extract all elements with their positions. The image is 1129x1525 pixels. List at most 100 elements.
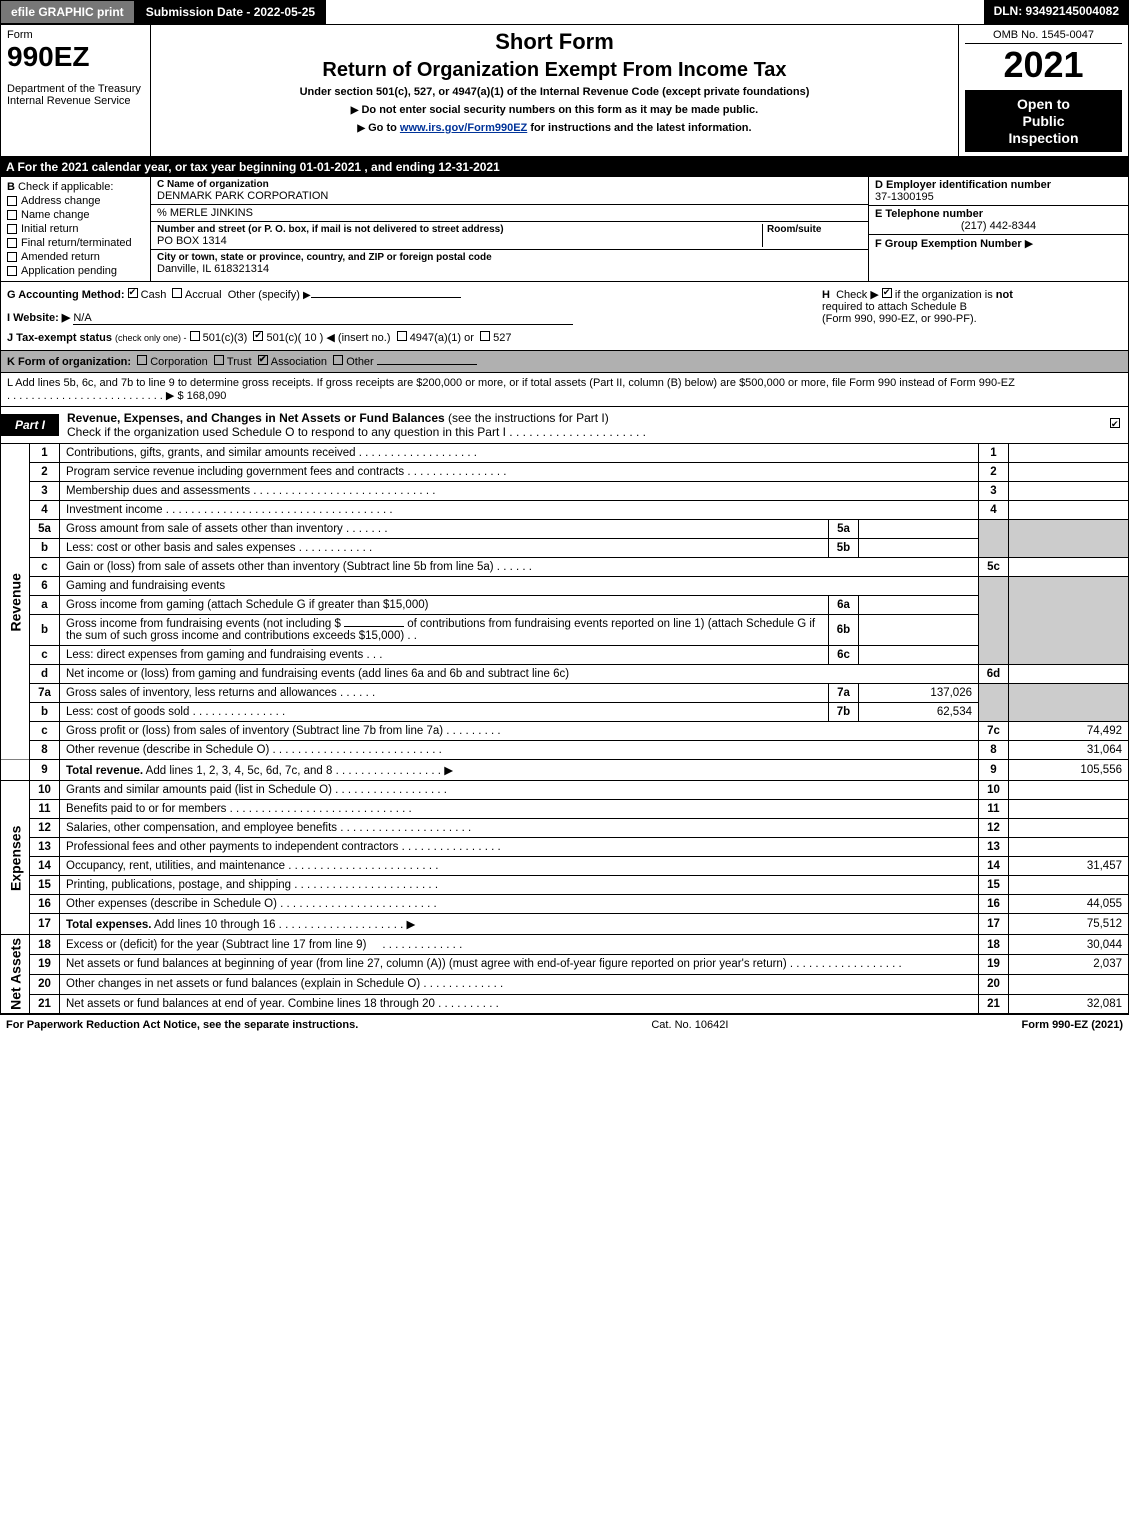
line19-desc: Net assets or fund balances at beginning… — [66, 958, 787, 970]
footer-form-bold: 990-EZ — [1052, 1019, 1088, 1031]
line17-amt: 75,512 — [1009, 914, 1129, 935]
lbl-other-org: Other — [346, 356, 374, 368]
chk-501c3[interactable] — [190, 331, 200, 341]
line6d-no: d — [30, 665, 60, 684]
other-org-input[interactable] — [377, 364, 477, 365]
line7b-desc: Less: cost of goods sold — [66, 706, 189, 718]
line4-rno: 4 — [979, 501, 1009, 520]
h-check-text: Check ▶ — [836, 289, 879, 301]
chk-4947[interactable] — [397, 331, 407, 341]
chk-part1-schedule-o[interactable] — [1110, 418, 1120, 428]
chk-final-return[interactable] — [7, 238, 17, 248]
line19-no: 19 — [30, 955, 60, 975]
line5b-subval — [859, 539, 979, 558]
goto-pre: Go to — [368, 122, 400, 134]
street-value: PO BOX 1314 — [157, 235, 762, 247]
chk-h[interactable] — [882, 288, 892, 298]
line6a-desc: Gross income from gaming (attach Schedul… — [66, 599, 428, 611]
line5a-subval — [859, 520, 979, 539]
line9-desc2: Add lines 1, 2, 3, 4, 5c, 6d, 7c, and 8 — [143, 765, 332, 777]
line4-amt — [1009, 501, 1129, 520]
line2-amt — [1009, 463, 1129, 482]
chk-trust[interactable] — [214, 355, 224, 365]
form-number: 990EZ — [7, 41, 144, 73]
line2-no: 2 — [30, 463, 60, 482]
line10-no: 10 — [30, 781, 60, 800]
chk-527[interactable] — [480, 331, 490, 341]
line5b-subno: 5b — [829, 539, 859, 558]
line13-desc: Professional fees and other payments to … — [66, 841, 398, 853]
chk-name-change[interactable] — [7, 210, 17, 220]
line18-rno: 18 — [979, 935, 1009, 955]
e-phone-value: (217) 442-8344 — [875, 220, 1122, 232]
dept-treasury: Department of the Treasury — [7, 83, 144, 95]
line3-amt — [1009, 482, 1129, 501]
footer-form-post: (2021) — [1088, 1019, 1123, 1031]
irs-link[interactable]: www.irs.gov/Form990EZ — [400, 122, 527, 134]
e-phone-label: E Telephone number — [875, 208, 1122, 220]
k-label: K Form of organization: — [7, 356, 131, 368]
form-header: Form 990EZ Department of the Treasury In… — [0, 24, 1129, 157]
chk-501c[interactable] — [253, 331, 263, 341]
line17-no: 17 — [30, 914, 60, 935]
line1-no: 1 — [30, 444, 60, 463]
city-label: City or town, state or province, country… — [157, 252, 862, 263]
line6c-desc: Less: direct expenses from gaming and fu… — [66, 649, 363, 661]
line5c-rno: 5c — [979, 558, 1009, 577]
lbl-initial-return: Initial return — [21, 223, 78, 235]
line7a-subno: 7a — [829, 684, 859, 703]
lbl-corporation: Corporation — [150, 356, 207, 368]
chk-amended-return[interactable] — [7, 252, 17, 262]
other-specify-input[interactable] — [311, 297, 461, 298]
line10-desc: Grants and similar amounts paid (list in… — [66, 784, 332, 796]
line14-no: 14 — [30, 857, 60, 876]
website-value: N/A — [73, 312, 573, 325]
line5c-desc: Gain or (loss) from sale of assets other… — [66, 561, 494, 573]
line1-desc: Contributions, gifts, grants, and simila… — [66, 447, 356, 459]
chk-cash[interactable] — [128, 288, 138, 298]
line7c-amt: 74,492 — [1009, 722, 1129, 741]
chk-initial-return[interactable] — [7, 224, 17, 234]
b-label: B — [7, 181, 15, 193]
line5a-subno: 5a — [829, 520, 859, 539]
d-ein-label: D Employer identification number — [875, 179, 1122, 191]
line6b-subno: 6b — [829, 615, 859, 646]
chk-address-change[interactable] — [7, 196, 17, 206]
line6c-subno: 6c — [829, 646, 859, 665]
chk-corporation[interactable] — [137, 355, 147, 365]
line17-rno: 17 — [979, 914, 1009, 935]
chk-application-pending[interactable] — [7, 266, 17, 276]
row-g-h: G Accounting Method: Cash Accrual Other … — [0, 282, 1129, 351]
d-ein-value: 37-1300195 — [875, 191, 1122, 203]
lbl-501c3: 501(c)(3) — [203, 332, 248, 344]
line7a-desc: Gross sales of inventory, less returns a… — [66, 687, 337, 699]
line4-no: 4 — [30, 501, 60, 520]
i-website-label: I Website: ▶ — [7, 312, 70, 324]
line9-desc: Total revenue. — [66, 765, 143, 777]
line12-no: 12 — [30, 819, 60, 838]
line9-rno: 9 — [979, 760, 1009, 781]
footer-cat-no: Cat. No. 10642I — [358, 1019, 1021, 1031]
line8-no: 8 — [30, 741, 60, 760]
line9-amt: 105,556 — [1009, 760, 1129, 781]
efile-print-button[interactable]: efile GRAPHIC print — [0, 0, 135, 24]
line6b-blank[interactable] — [344, 626, 404, 627]
page-footer: For Paperwork Reduction Act Notice, see … — [0, 1014, 1129, 1035]
lbl-527: 527 — [493, 332, 511, 344]
l-text: L Add lines 5b, 6c, and 7b to line 9 to … — [7, 377, 1015, 389]
line11-no: 11 — [30, 800, 60, 819]
chk-accrual[interactable] — [172, 288, 182, 298]
line10-rno: 10 — [979, 781, 1009, 800]
line5b-desc: Less: cost or other basis and sales expe… — [66, 542, 296, 554]
chk-association[interactable] — [258, 355, 268, 365]
line16-rno: 16 — [979, 895, 1009, 914]
line6c-subval — [859, 646, 979, 665]
line9-no: 9 — [30, 760, 60, 781]
footer-form-pre: Form — [1022, 1019, 1053, 1031]
care-of: % MERLE JINKINS — [157, 207, 862, 219]
line3-no: 3 — [30, 482, 60, 501]
line11-desc: Benefits paid to or for members — [66, 803, 226, 815]
line7c-no: c — [30, 722, 60, 741]
chk-other-org[interactable] — [333, 355, 343, 365]
line7a-no: 7a — [30, 684, 60, 703]
